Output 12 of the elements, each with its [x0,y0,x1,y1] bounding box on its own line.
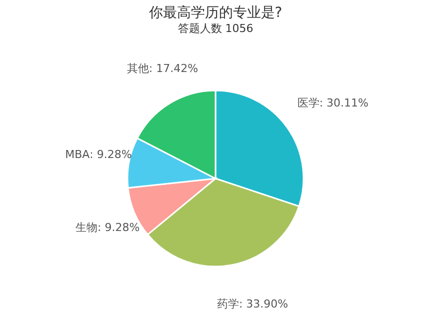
data-label: : 17.42% [148,62,198,76]
slice-label: 医学 [297,96,320,110]
slice-label: 生物 [76,221,98,234]
data-label: : 9.28% [90,148,132,162]
data-label: : 33.90% [238,297,288,310]
chart-title: 你最高学历的专业是? [148,5,282,21]
data-label: : 30.11% [319,96,368,110]
data-label: : 9.28% [98,221,140,234]
slice-label: 药学 [216,297,239,310]
slice-label: 其他 [126,62,149,76]
slice-label: MBA [65,148,90,162]
chart-subtitle: 答题人数 1056 [178,22,254,35]
